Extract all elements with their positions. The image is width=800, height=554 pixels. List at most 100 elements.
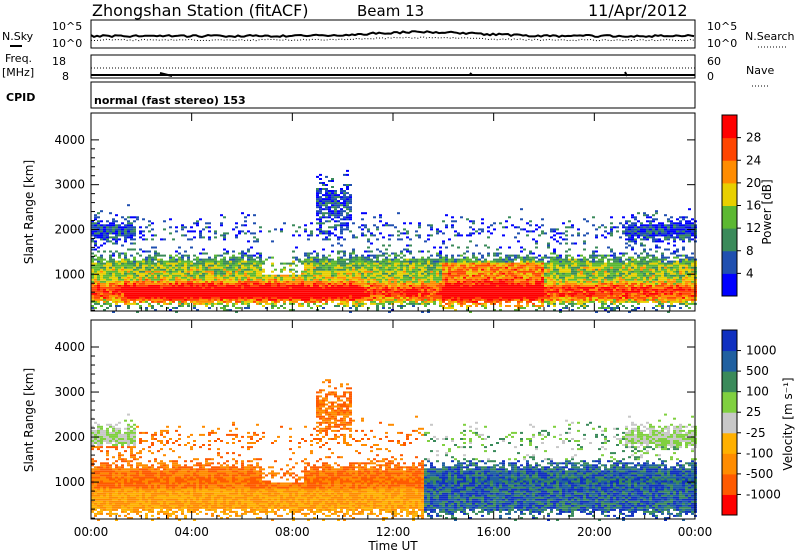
- power-cell: [238, 266, 241, 269]
- power-cell: [394, 298, 397, 301]
- power-cell: [193, 298, 196, 301]
- power-cell: [586, 300, 589, 303]
- power-cell: [487, 286, 490, 289]
- power-cell: [289, 298, 292, 301]
- power-cell: [124, 270, 127, 273]
- power-cell: [385, 276, 388, 279]
- power-cell: [604, 270, 607, 273]
- power-cell: [196, 290, 199, 293]
- power-cell: [334, 208, 337, 211]
- power-cell: [523, 228, 526, 231]
- power-cell: [151, 262, 154, 265]
- power-cell: [352, 292, 355, 295]
- power-cell: [319, 286, 322, 289]
- power-cell: [112, 298, 115, 301]
- power-cell: [223, 309, 226, 311]
- power-cell: [547, 242, 550, 245]
- power-cell: [472, 274, 475, 277]
- power-cell: [112, 232, 115, 235]
- power-cell: [409, 288, 412, 291]
- power-cell: [544, 254, 547, 257]
- noise-right-label: N.Search: [745, 30, 795, 43]
- power-cell: [133, 228, 136, 231]
- power-cell: [364, 258, 367, 261]
- power-cell: [394, 282, 397, 285]
- power-cell: [364, 234, 367, 237]
- power-cell: [181, 226, 184, 229]
- power-cell: [592, 290, 595, 293]
- power-cell: [130, 270, 133, 273]
- power-cell: [556, 292, 559, 295]
- power-cell: [520, 286, 523, 289]
- power-cell: [181, 260, 184, 263]
- power-cell: [508, 260, 511, 263]
- power-cell: [253, 262, 256, 265]
- power-cell: [550, 258, 553, 261]
- power-cell: [415, 260, 418, 263]
- power-cell: [589, 280, 592, 283]
- power-cell: [94, 240, 97, 243]
- power-cell: [415, 276, 418, 279]
- power-cell: [487, 260, 490, 263]
- power-cell: [187, 280, 190, 283]
- power-cell: [115, 280, 118, 283]
- power-cell: [550, 292, 553, 295]
- power-cell: [340, 218, 343, 221]
- power-cell: [151, 278, 154, 281]
- power-cell: [523, 276, 526, 279]
- power-cell: [361, 272, 364, 275]
- power-cell: [172, 266, 175, 269]
- power-cell: [97, 260, 100, 263]
- power-cell: [190, 280, 193, 283]
- power-cell: [592, 294, 595, 297]
- power-cell: [172, 292, 175, 295]
- power-cell: [331, 272, 334, 275]
- power-cell: [523, 288, 526, 291]
- power-cell: [442, 292, 445, 295]
- power-cell: [163, 288, 166, 291]
- power-cell: [241, 280, 244, 283]
- power-cell: [328, 288, 331, 291]
- power-cell: [436, 270, 439, 273]
- power-cell: [418, 226, 421, 229]
- power-cell: [340, 284, 343, 287]
- power-cell: [151, 238, 154, 241]
- power-cell: [247, 254, 250, 257]
- power-cell: [385, 222, 388, 225]
- power-cell: [319, 204, 322, 207]
- power-cell: [541, 276, 544, 279]
- power-cell: [604, 296, 607, 299]
- power-cell: [523, 286, 526, 289]
- power-cell: [373, 224, 376, 227]
- power-cell: [610, 254, 613, 257]
- power-cell: [409, 294, 412, 297]
- power-cell: [229, 282, 232, 285]
- power-cell: [598, 286, 601, 289]
- power-cell: [322, 238, 325, 241]
- power-cell: [391, 260, 394, 263]
- power-cell: [217, 290, 220, 293]
- power-cell: [415, 234, 418, 237]
- power-cell: [199, 288, 202, 291]
- power-cell: [175, 266, 178, 269]
- power-cell: [571, 242, 574, 245]
- power-cell: [319, 268, 322, 271]
- power-cell: [349, 216, 352, 219]
- power-cell: [466, 284, 469, 287]
- power-cell: [511, 270, 514, 273]
- power-cell: [226, 260, 229, 263]
- power-cell: [100, 232, 103, 235]
- power-cell: [601, 274, 604, 277]
- power-cell: [115, 298, 118, 301]
- power-cell: [385, 272, 388, 275]
- power-cell: [91, 258, 94, 261]
- power-cell: [529, 220, 532, 223]
- power-cell: [142, 280, 145, 283]
- power-cell: [322, 194, 325, 197]
- power-cell: [97, 262, 100, 265]
- power-cell: [373, 284, 376, 287]
- power-cell: [394, 260, 397, 263]
- power-cell: [529, 284, 532, 287]
- power-cell: [583, 234, 586, 237]
- power-cell: [508, 272, 511, 275]
